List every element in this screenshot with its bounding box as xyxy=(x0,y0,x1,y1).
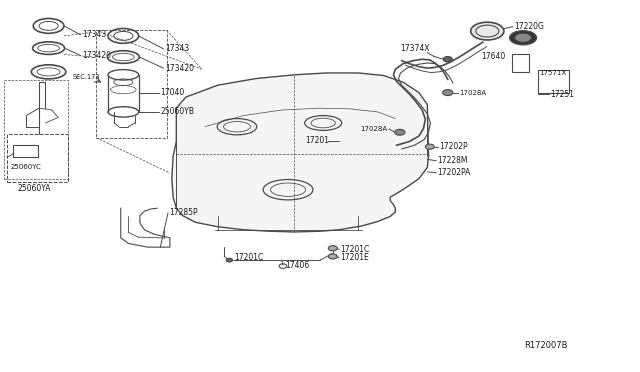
Text: 17228M: 17228M xyxy=(438,156,468,165)
Text: 25060YB: 25060YB xyxy=(161,108,195,116)
Bar xyxy=(511,54,529,72)
Polygon shape xyxy=(172,73,429,232)
Circle shape xyxy=(426,144,435,149)
Text: 17374X: 17374X xyxy=(400,44,429,53)
Bar xyxy=(4,80,68,179)
Bar xyxy=(7,134,68,182)
Circle shape xyxy=(395,129,405,135)
Text: 17202P: 17202P xyxy=(439,142,467,151)
Ellipse shape xyxy=(470,22,504,40)
Circle shape xyxy=(328,246,337,251)
Text: 17028A: 17028A xyxy=(460,90,486,96)
Text: 17040: 17040 xyxy=(161,88,184,97)
Text: 173420: 173420 xyxy=(166,64,195,73)
Bar xyxy=(13,145,38,157)
Text: 25060YC: 25060YC xyxy=(10,164,41,170)
Text: 17201E: 17201E xyxy=(340,253,369,262)
Text: 17220G: 17220G xyxy=(514,22,544,31)
Text: 17251: 17251 xyxy=(550,90,574,99)
Bar xyxy=(97,31,167,138)
Text: 17201C: 17201C xyxy=(234,253,263,262)
Text: 173420: 173420 xyxy=(82,51,111,60)
Circle shape xyxy=(328,254,337,259)
Text: 17343: 17343 xyxy=(82,30,106,39)
Text: R172007B: R172007B xyxy=(524,341,568,350)
Circle shape xyxy=(443,90,453,96)
Text: 17201C: 17201C xyxy=(340,245,370,254)
Text: 17640: 17640 xyxy=(481,52,505,61)
Text: 25060YA: 25060YA xyxy=(17,184,51,193)
Text: 17202PA: 17202PA xyxy=(438,168,471,177)
Text: 17028A: 17028A xyxy=(360,126,388,132)
Text: 17343: 17343 xyxy=(166,44,189,53)
Bar xyxy=(538,70,569,93)
Circle shape xyxy=(444,57,452,62)
Circle shape xyxy=(226,258,232,262)
Text: 17285P: 17285P xyxy=(170,208,198,217)
Ellipse shape xyxy=(509,31,536,45)
Text: SEC.173: SEC.173 xyxy=(72,74,100,80)
Ellipse shape xyxy=(515,33,531,42)
Text: 17201: 17201 xyxy=(305,136,329,145)
Text: 17571X: 17571X xyxy=(540,70,567,76)
Text: 17406: 17406 xyxy=(285,261,309,270)
